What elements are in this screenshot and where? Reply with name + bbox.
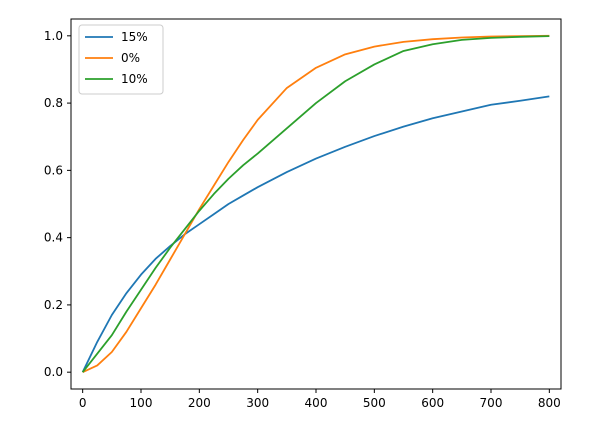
x-tick-label: 400 xyxy=(305,396,328,410)
y-tick-label: 0.8 xyxy=(44,96,63,110)
y-tick-label: 0.2 xyxy=(44,298,63,312)
x-tick-label: 800 xyxy=(538,396,561,410)
chart-marks xyxy=(81,34,550,373)
y-tick-label: 1.0 xyxy=(44,29,63,43)
chart-axes: 0 100 200 300 400 500 600 700 800 0.0 0.2 0.4 0.6 0.8… xyxy=(44,18,562,410)
series-line-1 xyxy=(82,34,550,373)
y-tick-label: 0.6 xyxy=(44,163,63,177)
y-tick-label: 0.4 xyxy=(44,231,63,245)
x-tick-label: 300 xyxy=(246,396,269,410)
legend-label-2: 10% xyxy=(121,72,148,86)
x-tick-label: 600 xyxy=(421,396,444,410)
x-tick-label: 0 xyxy=(79,396,87,410)
legend-box xyxy=(78,24,164,95)
series-line-0 xyxy=(81,95,550,373)
legend-label-1: 0% xyxy=(121,51,140,65)
series-line-2 xyxy=(81,35,550,373)
y-tick-label: 0.0 xyxy=(44,365,63,379)
legend-label-0: 15% xyxy=(121,30,148,44)
x-tick-label: 100 xyxy=(130,396,153,410)
x-tick-label: 700 xyxy=(480,396,503,410)
x-tick-label: 200 xyxy=(188,396,211,410)
x-tick-label: 500 xyxy=(363,396,386,410)
legend: 15% 0% 10% xyxy=(78,24,164,95)
